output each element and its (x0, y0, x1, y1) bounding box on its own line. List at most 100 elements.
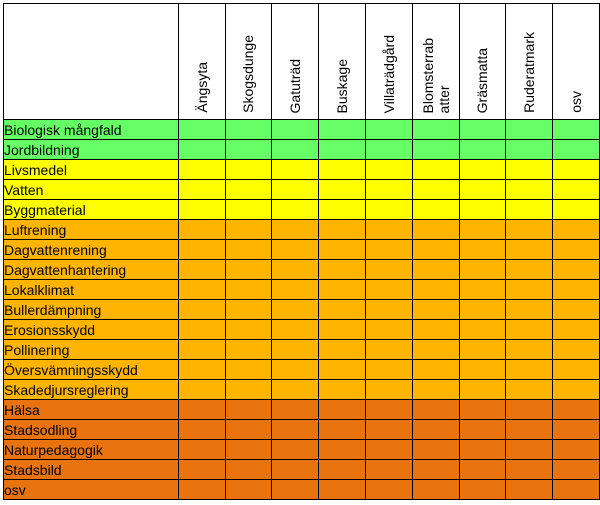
table-cell[interactable] (411, 299, 460, 320)
table-cell[interactable] (177, 119, 226, 140)
table-cell[interactable] (505, 479, 554, 500)
table-cell[interactable] (318, 139, 366, 160)
table-cell[interactable] (411, 239, 460, 260)
table-cell[interactable] (318, 239, 366, 260)
table-cell[interactable] (224, 259, 273, 280)
table-cell[interactable] (271, 419, 320, 440)
table-cell[interactable] (505, 219, 554, 240)
table-cell[interactable] (271, 319, 320, 340)
table-cell[interactable] (552, 359, 600, 380)
table-cell[interactable] (458, 219, 507, 240)
table-cell[interactable] (552, 379, 600, 400)
table-cell[interactable] (411, 459, 460, 480)
table-cell[interactable] (318, 319, 366, 340)
table-cell[interactable] (364, 439, 413, 460)
table-cell[interactable] (224, 159, 273, 180)
table-cell[interactable] (224, 379, 273, 400)
table-cell[interactable] (318, 279, 366, 300)
table-cell[interactable] (177, 279, 226, 300)
table-cell[interactable] (505, 359, 554, 380)
table-cell[interactable] (177, 219, 226, 240)
table-cell[interactable] (552, 139, 600, 160)
table-cell[interactable] (364, 179, 413, 200)
table-cell[interactable] (458, 119, 507, 140)
table-cell[interactable] (177, 439, 226, 460)
table-cell[interactable] (458, 359, 507, 380)
table-cell[interactable] (411, 139, 460, 160)
table-cell[interactable] (411, 419, 460, 440)
table-cell[interactable] (364, 259, 413, 280)
table-cell[interactable] (271, 399, 320, 420)
table-cell[interactable] (271, 199, 320, 220)
table-cell[interactable] (271, 379, 320, 400)
table-cell[interactable] (177, 479, 226, 500)
table-cell[interactable] (458, 379, 507, 400)
table-cell[interactable] (458, 279, 507, 300)
table-cell[interactable] (224, 419, 273, 440)
table-cell[interactable] (177, 179, 226, 200)
table-cell[interactable] (552, 219, 600, 240)
table-cell[interactable] (177, 239, 226, 260)
table-cell[interactable] (177, 379, 226, 400)
table-cell[interactable] (177, 339, 226, 360)
table-cell[interactable] (318, 259, 366, 280)
table-cell[interactable] (505, 239, 554, 260)
table-cell[interactable] (364, 299, 413, 320)
table-cell[interactable] (177, 359, 226, 380)
table-cell[interactable] (364, 459, 413, 480)
table-cell[interactable] (458, 239, 507, 260)
table-cell[interactable] (411, 259, 460, 280)
table-cell[interactable] (177, 259, 226, 280)
table-cell[interactable] (177, 399, 226, 420)
table-cell[interactable] (458, 299, 507, 320)
table-cell[interactable] (224, 219, 273, 240)
table-cell[interactable] (177, 199, 226, 220)
table-cell[interactable] (552, 419, 600, 440)
table-cell[interactable] (318, 199, 366, 220)
table-cell[interactable] (458, 139, 507, 160)
table-cell[interactable] (224, 279, 273, 300)
table-cell[interactable] (505, 139, 554, 160)
table-cell[interactable] (271, 239, 320, 260)
table-cell[interactable] (271, 179, 320, 200)
table-cell[interactable] (318, 339, 366, 360)
table-cell[interactable] (505, 199, 554, 220)
table-cell[interactable] (411, 339, 460, 360)
table-cell[interactable] (271, 439, 320, 460)
table-cell[interactable] (364, 219, 413, 240)
table-cell[interactable] (505, 459, 554, 480)
table-cell[interactable] (364, 279, 413, 300)
table-cell[interactable] (411, 379, 460, 400)
table-cell[interactable] (458, 479, 507, 500)
table-cell[interactable] (552, 259, 600, 280)
table-cell[interactable] (271, 119, 320, 140)
table-cell[interactable] (505, 319, 554, 340)
table-cell[interactable] (552, 399, 600, 420)
table-cell[interactable] (552, 299, 600, 320)
table-cell[interactable] (271, 339, 320, 360)
table-cell[interactable] (458, 259, 507, 280)
table-cell[interactable] (458, 159, 507, 180)
table-cell[interactable] (411, 479, 460, 500)
table-cell[interactable] (505, 159, 554, 180)
table-cell[interactable] (318, 459, 366, 480)
table-cell[interactable] (411, 179, 460, 200)
table-cell[interactable] (224, 479, 273, 500)
table-cell[interactable] (505, 259, 554, 280)
table-cell[interactable] (364, 159, 413, 180)
table-cell[interactable] (552, 159, 600, 180)
table-cell[interactable] (552, 459, 600, 480)
table-cell[interactable] (458, 179, 507, 200)
table-cell[interactable] (458, 319, 507, 340)
table-cell[interactable] (364, 319, 413, 340)
table-cell[interactable] (411, 199, 460, 220)
table-cell[interactable] (458, 439, 507, 460)
table-cell[interactable] (224, 239, 273, 260)
table-cell[interactable] (552, 119, 600, 140)
table-cell[interactable] (505, 119, 554, 140)
table-cell[interactable] (411, 439, 460, 460)
table-cell[interactable] (271, 479, 320, 500)
table-cell[interactable] (271, 359, 320, 380)
table-cell[interactable] (364, 119, 413, 140)
table-cell[interactable] (318, 399, 366, 420)
